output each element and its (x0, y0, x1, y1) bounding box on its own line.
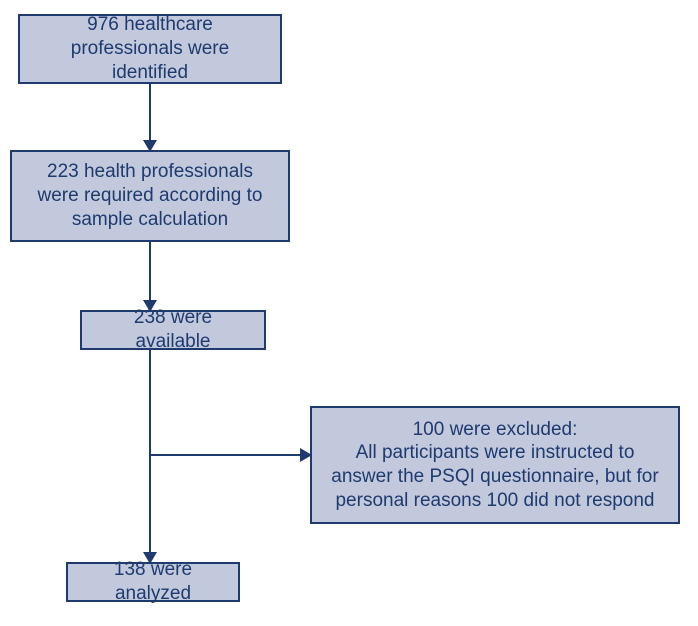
flow-node-n5: 100 were excluded:All participants were … (310, 406, 680, 524)
flow-node-n5-line-1: All participants were instructed to answ… (324, 441, 666, 512)
flow-node-n1: 976 healthcare professionals were identi… (18, 14, 282, 84)
arrow-n1-n2 (149, 84, 151, 142)
flow-node-n4: 138 were analyzed (66, 562, 240, 602)
flow-node-n2: 223 health professionals were required a… (10, 150, 290, 242)
arrow-n3-n5 (150, 454, 302, 456)
flow-node-n5-line-0: 100 were excluded: (413, 418, 578, 442)
flow-node-n3: 238 were available (80, 310, 266, 350)
arrow-n2-n3 (149, 242, 151, 302)
arrow-n3-n4 (149, 350, 151, 554)
